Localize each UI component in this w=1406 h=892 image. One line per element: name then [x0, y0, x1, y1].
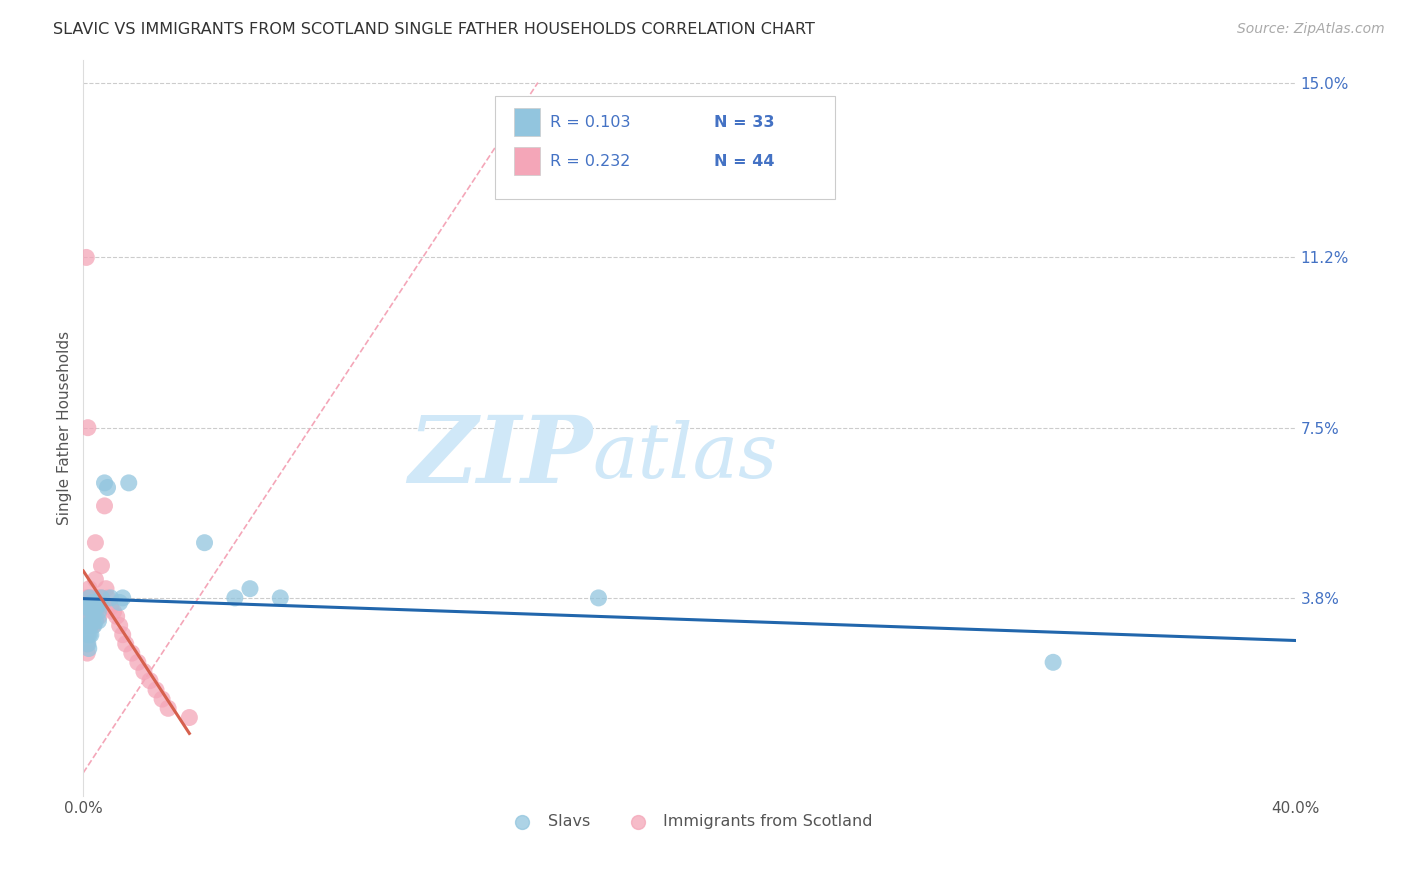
- Point: [96, 591, 118, 605]
- Point: [96, 481, 118, 495]
- Point: [157, 701, 180, 715]
- Legend: Slavs, Immigrants from Scotland: Slavs, Immigrants from Scotland: [499, 808, 879, 836]
- Point: [82, 600, 104, 615]
- Text: N = 33: N = 33: [714, 115, 775, 129]
- Text: Source: ZipAtlas.com: Source: ZipAtlas.com: [1237, 22, 1385, 37]
- Point: [79, 591, 101, 605]
- Point: [105, 609, 128, 624]
- Point: [75, 600, 97, 615]
- Point: [76, 637, 98, 651]
- Point: [87, 614, 110, 628]
- Point: [79, 600, 101, 615]
- Point: [82, 591, 104, 605]
- Point: [111, 591, 134, 605]
- Y-axis label: Single Father Households: Single Father Households: [58, 331, 72, 524]
- Point: [111, 628, 134, 642]
- Point: [588, 591, 610, 605]
- Point: [79, 628, 101, 642]
- Point: [76, 618, 98, 632]
- Point: [1042, 656, 1064, 670]
- Text: ZIP: ZIP: [408, 412, 592, 502]
- Point: [75, 609, 97, 624]
- Point: [79, 609, 101, 624]
- Point: [77, 641, 100, 656]
- Point: [76, 591, 98, 605]
- Point: [73, 600, 96, 615]
- Point: [75, 591, 97, 605]
- Point: [90, 591, 112, 605]
- Point: [79, 618, 101, 632]
- Point: [84, 535, 107, 549]
- Point: [127, 656, 149, 670]
- Point: [108, 595, 131, 609]
- Point: [118, 475, 141, 490]
- Text: R = 0.232: R = 0.232: [550, 153, 630, 169]
- Point: [79, 582, 101, 596]
- Point: [86, 591, 108, 605]
- Point: [76, 420, 98, 434]
- Point: [103, 605, 125, 619]
- Point: [84, 614, 107, 628]
- Point: [87, 591, 110, 605]
- Point: [82, 595, 104, 609]
- Text: atlas: atlas: [592, 420, 778, 494]
- Point: [80, 618, 103, 632]
- Point: [193, 535, 215, 549]
- Text: SLAVIC VS IMMIGRANTS FROM SCOTLAND SINGLE FATHER HOUSEHOLDS CORRELATION CHART: SLAVIC VS IMMIGRANTS FROM SCOTLAND SINGL…: [53, 22, 815, 37]
- Point: [93, 499, 115, 513]
- Point: [87, 600, 110, 615]
- Point: [83, 618, 105, 632]
- Point: [100, 591, 122, 605]
- Point: [79, 618, 101, 632]
- Point: [80, 628, 103, 642]
- Point: [145, 682, 167, 697]
- Point: [75, 609, 97, 624]
- Point: [150, 692, 173, 706]
- Point: [77, 605, 100, 619]
- Point: [82, 618, 104, 632]
- Point: [269, 591, 291, 605]
- Point: [84, 573, 107, 587]
- Point: [86, 600, 108, 615]
- Point: [76, 637, 98, 651]
- Point: [90, 591, 112, 605]
- Point: [100, 600, 122, 615]
- Point: [79, 591, 101, 605]
- FancyBboxPatch shape: [495, 96, 835, 200]
- Point: [224, 591, 246, 605]
- Point: [90, 558, 112, 573]
- Point: [75, 628, 97, 642]
- FancyBboxPatch shape: [513, 108, 540, 136]
- Point: [76, 646, 98, 660]
- Point: [84, 600, 107, 615]
- Point: [108, 618, 131, 632]
- Point: [76, 628, 98, 642]
- Point: [114, 637, 136, 651]
- Point: [82, 609, 104, 624]
- Text: R = 0.103: R = 0.103: [550, 115, 630, 129]
- Point: [139, 673, 162, 688]
- FancyBboxPatch shape: [513, 147, 540, 175]
- Point: [87, 609, 110, 624]
- Point: [87, 605, 110, 619]
- Point: [82, 605, 104, 619]
- Point: [94, 582, 117, 596]
- Point: [239, 582, 262, 596]
- Point: [132, 665, 155, 679]
- Text: N = 44: N = 44: [714, 153, 775, 169]
- Point: [121, 646, 143, 660]
- Point: [75, 251, 97, 265]
- Point: [93, 475, 115, 490]
- Point: [82, 614, 104, 628]
- Point: [179, 710, 201, 724]
